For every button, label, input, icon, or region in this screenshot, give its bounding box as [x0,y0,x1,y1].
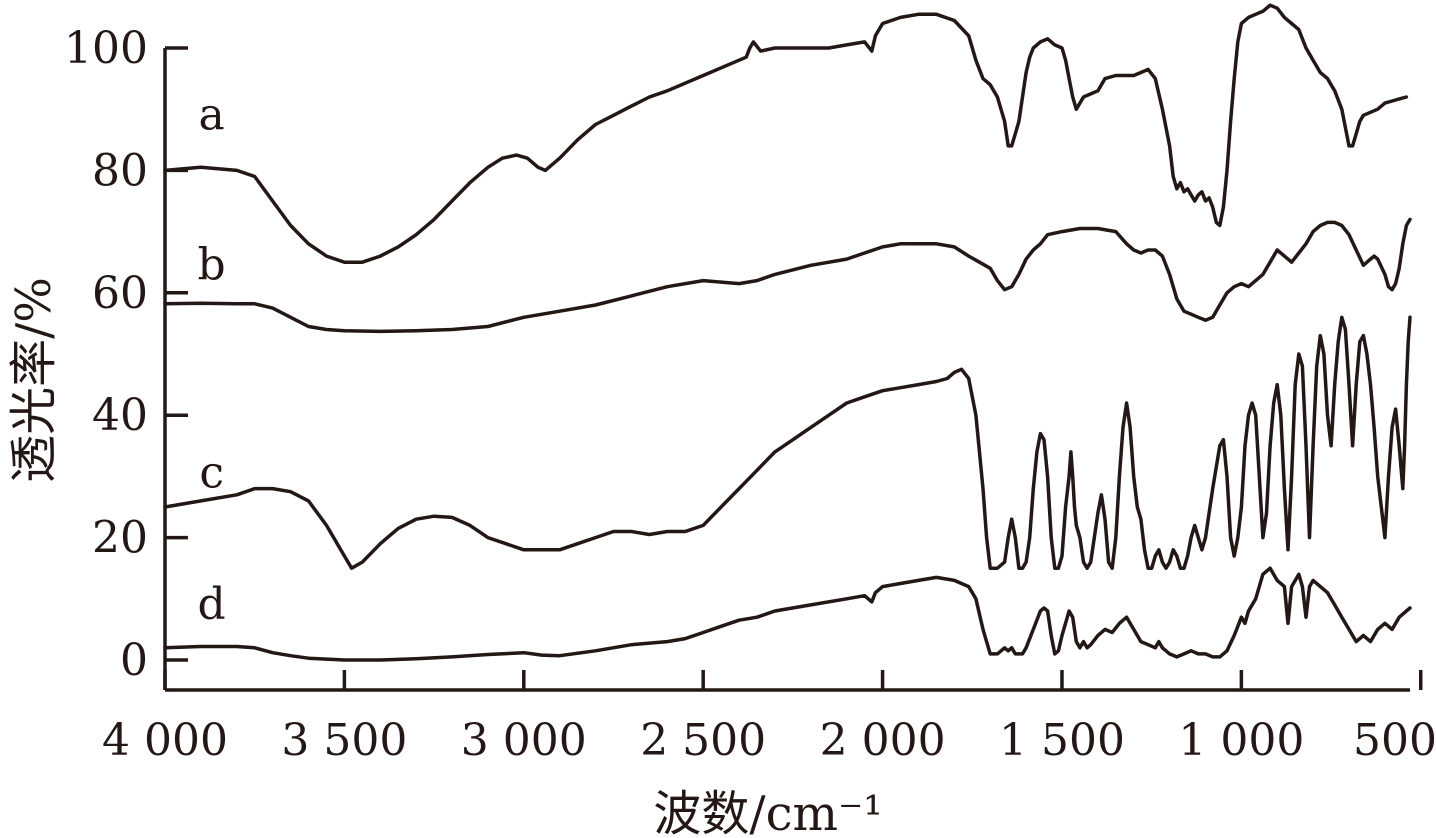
series-line-a [163,3,1409,264]
x-tick-label: 1 000 [1178,715,1304,766]
series-label-d: d [198,579,226,630]
y-tick-label: 100 [64,23,148,74]
x-tick-label: 2 500 [640,715,766,766]
y-tick-label: 0 [120,635,148,686]
y-tick-label: 80 [92,145,148,196]
x-tick-label: 4 000 [102,715,228,766]
y-ticks: 0 20 40 60 80 100 [64,23,188,686]
y-tick-label: 40 [92,390,148,441]
series-label-a: a [199,89,225,140]
series-line-d [163,566,1412,662]
y-tick-label: 60 [92,268,148,319]
series-labels: a b c d [198,89,226,630]
series-line-b [163,217,1412,334]
x-tick-label: 3 000 [461,715,587,766]
series-line-c [163,315,1412,570]
x-tick-label: 1 500 [999,715,1125,766]
y-axis-title: 透光率/% [6,277,62,483]
y-tick-label: 20 [92,513,148,564]
x-tick-label: 500 [1353,715,1436,766]
series-group [163,3,1412,662]
series-label-c: c [199,447,224,498]
x-tick-label: 2 000 [820,715,946,766]
x-axis-title: 波数/cm⁻¹ [653,786,882,838]
x-ticks: 4 000 3 500 3 000 2 500 2 000 1 500 1 000 500 [102,670,1436,766]
series-label-b: b [198,239,226,290]
x-tick-label: 3 500 [281,715,407,766]
axes [163,48,1410,692]
